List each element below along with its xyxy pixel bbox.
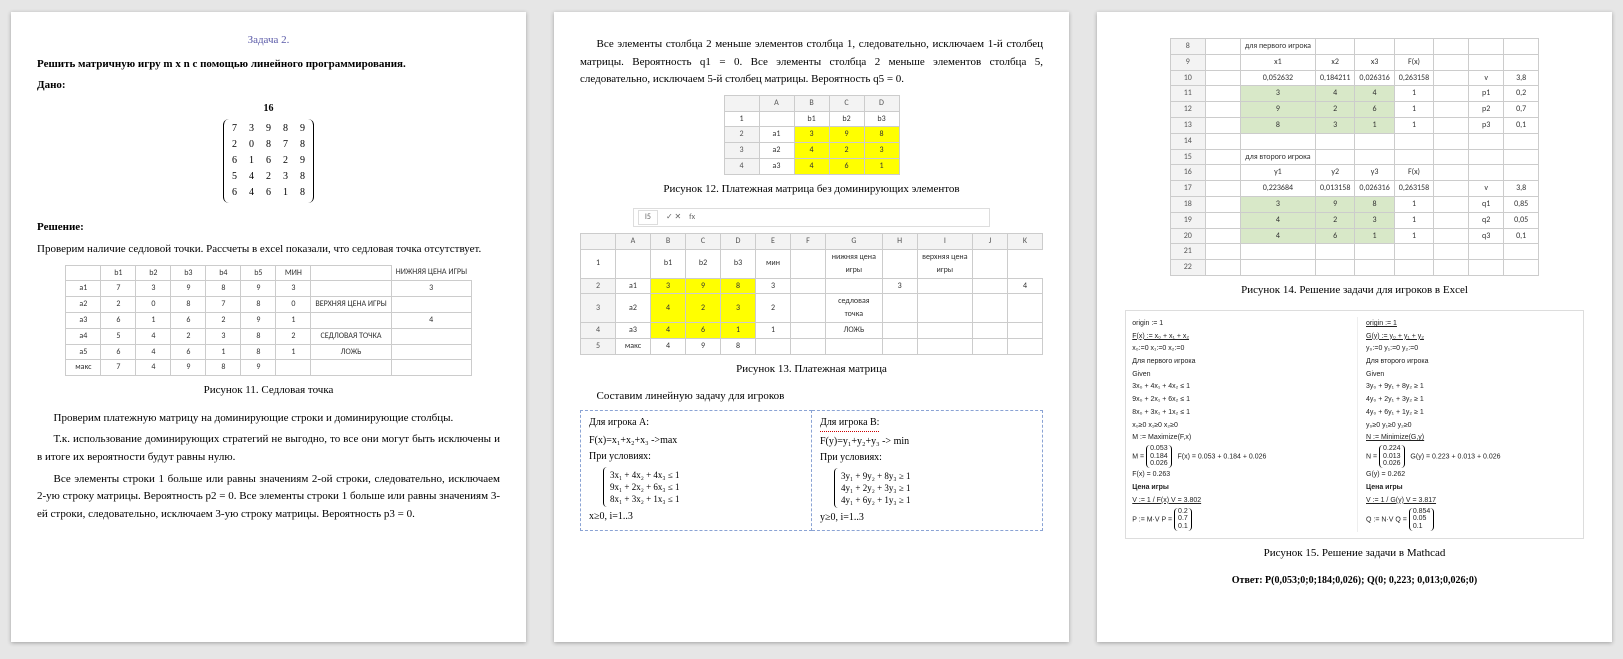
p1-text4: Все элементы строки 1 больше или равны з…	[37, 471, 500, 524]
lp-a-eq1: 3x₁ + 4x₂ + 4x₃ ≤ 1	[610, 469, 680, 481]
lp-a-cond: При условиях:	[589, 449, 803, 465]
mc-r-gn: G(y) = 0.223 + 0.013 + 0.026	[1410, 453, 1500, 460]
mc-r-init: y₀:=0 y₁:=0 y₂:=0	[1366, 343, 1577, 354]
p2-text1: Все элементы столбца 2 меньше элементов …	[580, 36, 1043, 89]
caption-14: Рисунок 14. Решение задачи для игроков в…	[1123, 282, 1586, 300]
mc-l-c2: 9x₀ + 2x₁ + 6x₂ ≤ 1	[1132, 394, 1343, 405]
mc-r-who: Для второго игрока	[1366, 356, 1577, 367]
solution-label: Решение:	[37, 219, 500, 237]
lp-a-system: 3x₁ + 4x₂ + 4x₃ ≤ 1 9x₁ + 2x₂ + 6x₃ ≤ 1 …	[603, 467, 684, 507]
table-14: 8для первого игрока9x1x2x3F(x)100,052632…	[1170, 38, 1539, 276]
mc-l-fx: F(x) := x₀ + x₁ + x₂	[1132, 331, 1343, 342]
task-title: Задача 2.	[37, 32, 500, 50]
mc-r-nvec: N = 0.2240.0130.026 G(y) = 0.223 + 0.013…	[1366, 445, 1577, 468]
mathcad-block: origin := 1 F(x) := x₀ + x₁ + x₂ x₀:=0 x…	[1125, 310, 1583, 540]
caption-15: Рисунок 15. Решение задачи в Mathcad	[1123, 545, 1586, 563]
lp-a-title: Для игрока А:	[589, 415, 803, 431]
problem: Решить матричную игру m x n с помощью ли…	[37, 56, 500, 74]
mc-l-fm: F(x) = 0.053 + 0.184 + 0.026	[1177, 453, 1266, 460]
mc-r-given: Given	[1366, 369, 1577, 380]
mc-r-gval: G(y) = 0.262	[1366, 469, 1577, 480]
mc-l-max: M := Maximize(F,x)	[1132, 432, 1343, 443]
lp-player-a: Для игрока А: F(x)=x₁+x₂+x₃ ->max При ус…	[581, 410, 812, 530]
excel-formula-bar: I5 ✓ ✕ fx	[633, 208, 990, 227]
mc-r-c3: 4y₀ + 6y₁ + 1y₂ ≥ 1	[1366, 407, 1577, 418]
caption-11: Рисунок 11. Седловая точка	[37, 382, 500, 400]
p1-text1: Проверим наличие седловой точки. Рассчет…	[37, 241, 500, 259]
input-matrix: 7398920878616295423864618	[226, 121, 311, 201]
lp-a-eq3: 8x₁ + 3x₂ + 1x₃ ≤ 1	[610, 493, 680, 505]
mc-l-price: Цена игры	[1132, 482, 1343, 493]
mc-l-pvec: P := M·V P = 0.20.70.1	[1132, 508, 1343, 531]
mc-r-v: V := 1 / G(y) V = 3.817	[1366, 495, 1577, 506]
lp-b-eq2: 4y₁ + 2y₂ + 3y₃ ≥ 1	[841, 482, 911, 494]
mathcad-left: origin := 1 F(x) := x₀ + x₁ + x₂ x₀:=0 x…	[1132, 317, 1343, 533]
excel-namebox: I5	[638, 210, 658, 225]
mc-l-origin: origin := 1	[1132, 318, 1343, 329]
page-2: Все элементы столбца 2 меньше элементов …	[554, 12, 1069, 642]
lp-b-eq1: 3y₁ + 9y₂ + 8y₃ ≥ 1	[841, 470, 911, 482]
matrix-label: 16	[37, 101, 500, 117]
lp-player-b: Для игрока B: F(y)=y₁+y₂+y₃ -> min При у…	[812, 410, 1043, 530]
lp-b-cond: При условиях:	[820, 450, 1034, 466]
table-12: ABCD1b1b2b32a13983a24234a3461	[724, 95, 900, 175]
page-1: Задача 2. Решить матричную игру m x n с …	[11, 12, 526, 642]
mc-r-nn: y₀≥0 y₁≥0 y₂≥0	[1366, 420, 1577, 431]
mathcad-right: origin := 1 G(y) := y₀ + y₁ + y₂ y₀:=0 y…	[1357, 317, 1577, 533]
excel-fx-label: fx	[689, 211, 695, 224]
given-label: Дано:	[37, 77, 500, 95]
mc-l-mvec-lbl: M =	[1132, 453, 1144, 460]
lp-a-func: F(x)=x₁+x₂+x₃ ->max	[589, 433, 803, 449]
mc-l-mvec: M = 0.0530.1840.026 F(x) = 0.053 + 0.184…	[1132, 445, 1343, 468]
lp-b-tail: y≥0, i=1..3	[820, 510, 1034, 526]
mc-l-fval: F(x) = 0.263	[1132, 469, 1343, 480]
mc-r-c2: 4y₀ + 2y₁ + 3y₂ ≥ 1	[1366, 394, 1577, 405]
mc-l-given: Given	[1132, 369, 1343, 380]
lp-a-eq2: 9x₁ + 2x₂ + 6x₃ ≤ 1	[610, 481, 680, 493]
lp-intro: Составим линейную задачу для игроков	[580, 388, 1043, 406]
caption-12: Рисунок 12. Платежная матрица без домини…	[580, 181, 1043, 199]
mc-r-nvec-lbl: N =	[1366, 453, 1377, 460]
mc-l-c1: 3x₀ + 4x₁ + 4x₂ ≤ 1	[1132, 381, 1343, 392]
saddle-table: b1b2b3b4b5МИННИЖНЯЯ ЦЕНА ИГРЫa17398933a2…	[65, 265, 471, 377]
lp-box: Для игрока А: F(x)=x₁+x₂+x₃ ->max При ус…	[580, 410, 1043, 531]
mc-l-nn: x₀≥0 x₁≥0 x₂≥0	[1132, 420, 1343, 431]
caption-13: Рисунок 13. Платежная матрица	[580, 361, 1043, 379]
caption-11-text: Рисунок 11. Седловая точка	[204, 384, 334, 396]
lp-a-tail: x≥0, i=1..3	[589, 509, 803, 525]
lp-b-func: F(y)=y₁+y₂+y₃ -> min	[820, 434, 1034, 450]
mc-r-origin: origin := 1	[1366, 318, 1577, 329]
page-3: 8для первого игрока9x1x2x3F(x)100,052632…	[1097, 12, 1612, 642]
mc-l-v: V := 1 / F(x) V = 3.802	[1132, 495, 1343, 506]
mc-r-qvec: Q := N·V Q = 0.8540.050.1	[1366, 508, 1577, 531]
mc-l-who: Для первого игрока	[1132, 356, 1343, 367]
lp-b-title: Для игрока B:	[820, 415, 879, 432]
mc-l-init: x₀:=0 x₁:=0 x₂:=0	[1132, 343, 1343, 354]
page-spread: Задача 2. Решить матричную игру m x n с …	[0, 0, 1623, 654]
mc-l-c3: 8x₀ + 3x₁ + 1x₂ ≤ 1	[1132, 407, 1343, 418]
p1-text2: Проверим платежную матрицу на доминирующ…	[37, 410, 500, 428]
excel-fx-icon: ✓ ✕	[666, 211, 681, 224]
matrix-block: 16 7398920878616295423864618	[37, 101, 500, 210]
lp-b-eq3: 4y₁ + 6y₂ + 1y₃ ≥ 1	[841, 494, 911, 506]
mc-r-gy: G(y) := y₀ + y₁ + y₂	[1366, 331, 1577, 342]
mc-r-c1: 3y₀ + 9y₁ + 8y₂ ≥ 1	[1366, 381, 1577, 392]
p1-text3: Т.к. использование доминирующих стратеги…	[37, 431, 500, 466]
lp-b-system: 3y₁ + 9y₂ + 8y₃ ≥ 1 4y₁ + 2y₂ + 3y₃ ≥ 1 …	[834, 468, 915, 508]
mc-r-min: N := Minimize(G,y)	[1366, 432, 1577, 443]
mc-r-price: Цена игры	[1366, 482, 1577, 493]
table-13: ABCDEFGHIJK1b1b2b3миннижняя цена игрывер…	[580, 233, 1043, 354]
final-answer: Ответ: P(0,053;0;0;184;0,026); Q(0; 0,22…	[1123, 573, 1586, 589]
mc-r-q-lbl: Q := N·V Q =	[1366, 516, 1407, 523]
mc-l-p-lbl: P := M·V P =	[1132, 516, 1172, 523]
